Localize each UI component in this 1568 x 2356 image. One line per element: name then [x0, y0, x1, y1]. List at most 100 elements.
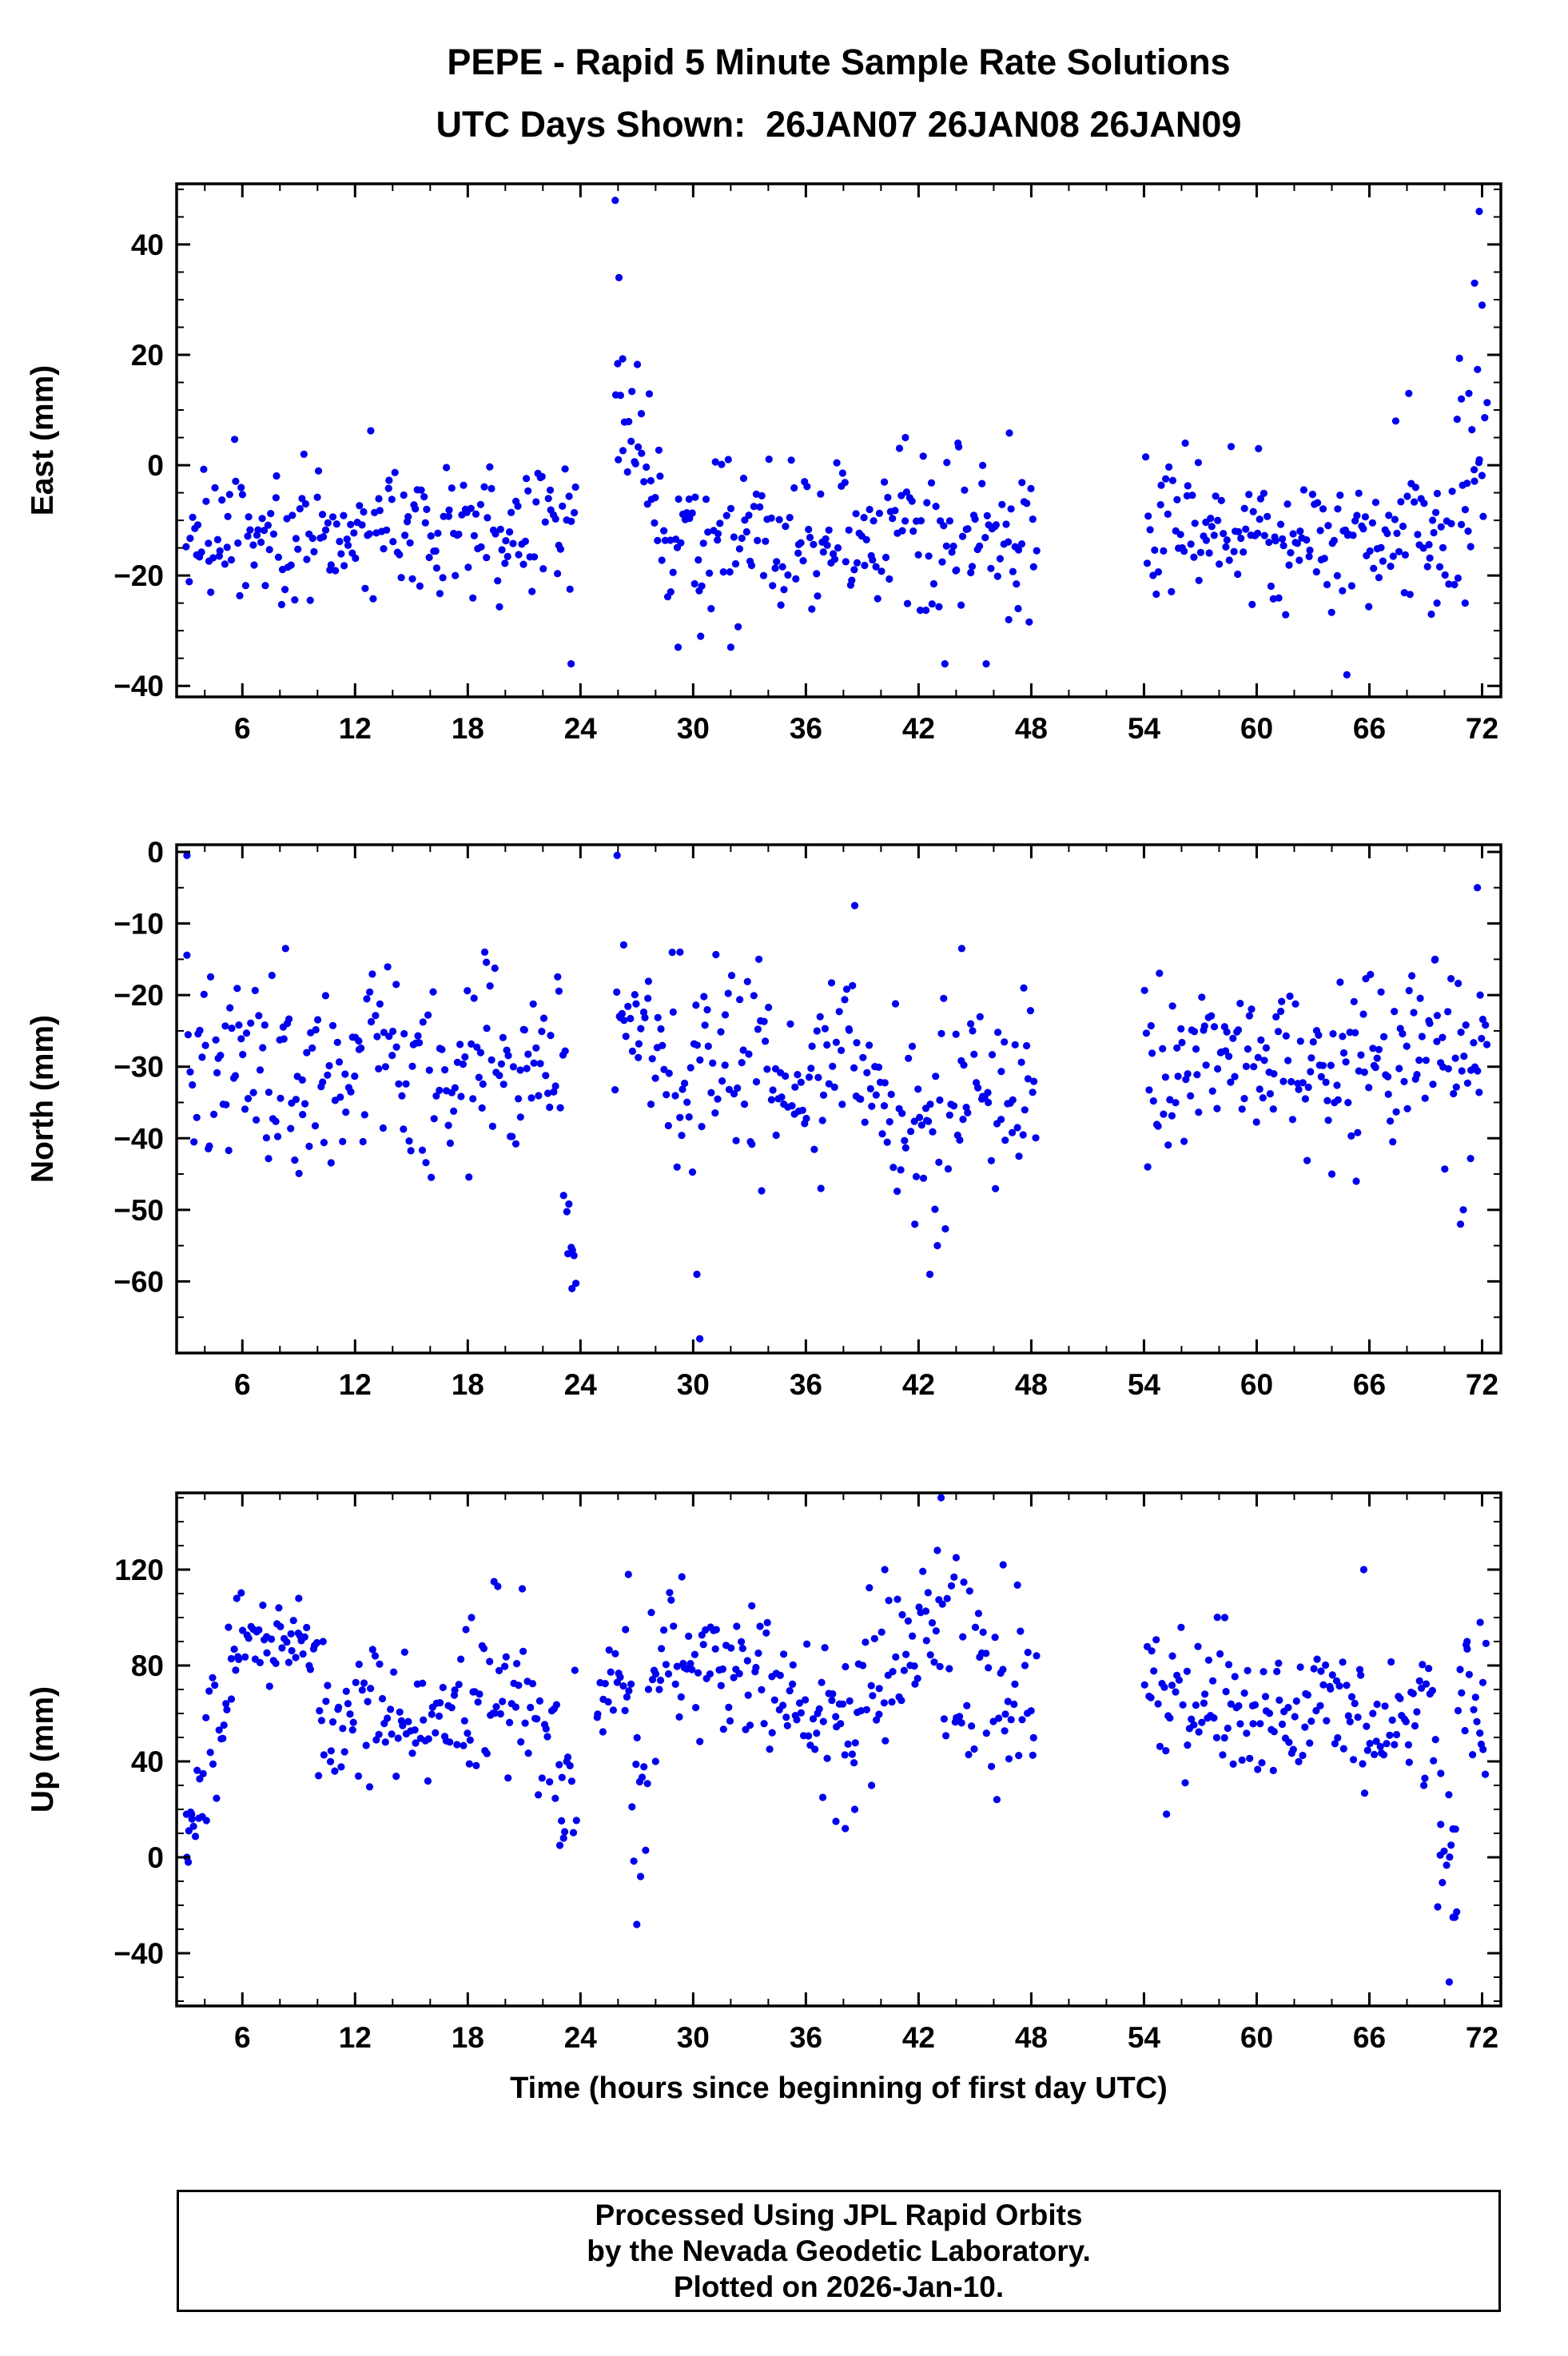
data-point-outlier — [1255, 444, 1263, 453]
data-point — [1236, 1720, 1244, 1728]
x-tick-label: 30 — [677, 712, 710, 745]
data-point — [388, 1730, 396, 1738]
data-point — [235, 1655, 243, 1663]
data-point — [396, 1708, 404, 1716]
data-point-outlier — [568, 1284, 576, 1292]
chart-title: PEPE - Rapid 5 Minute Sample Rate Soluti… — [447, 42, 1231, 82]
x-tick-label: 12 — [339, 712, 372, 745]
data-point — [924, 1589, 932, 1597]
data-point — [1462, 1021, 1470, 1029]
data-point — [711, 1109, 719, 1117]
data-point — [322, 1697, 330, 1705]
data-point — [1319, 1681, 1327, 1689]
data-point — [1385, 511, 1393, 519]
data-point — [1191, 519, 1199, 527]
data-point — [1249, 1720, 1257, 1728]
data-point — [1001, 1727, 1009, 1735]
data-point — [616, 392, 625, 400]
data-point — [375, 1065, 383, 1073]
data-point — [544, 495, 552, 503]
data-point — [514, 502, 522, 511]
data-point — [628, 388, 636, 396]
data-point-outlier — [941, 660, 949, 668]
data-point — [419, 1018, 427, 1026]
data-point — [901, 517, 909, 525]
data-point-outlier — [755, 955, 763, 963]
data-point — [599, 1728, 607, 1736]
data-point — [731, 559, 740, 568]
data-point — [381, 1063, 389, 1071]
data-point — [1454, 1706, 1463, 1715]
data-point — [1192, 1045, 1200, 1053]
data-point — [320, 1139, 328, 1147]
data-point — [1377, 543, 1385, 551]
footer-line-1: Processed Using JPL Rapid Orbits — [595, 2199, 1083, 2231]
data-point — [721, 1061, 729, 1069]
data-point — [702, 495, 710, 503]
y-tick-label: −60 — [113, 1265, 164, 1298]
data-point — [464, 1729, 472, 1737]
data-point — [898, 1109, 906, 1117]
data-point — [733, 1622, 741, 1630]
x-tick-label: 72 — [1466, 2021, 1498, 2054]
data-point — [546, 486, 555, 494]
data-point — [1483, 399, 1491, 407]
data-point — [519, 1647, 527, 1655]
y-tick-label: 20 — [131, 339, 164, 372]
data-point — [1312, 567, 1320, 576]
x-tick-label: 72 — [1466, 712, 1498, 745]
data-point — [901, 1144, 909, 1152]
data-point — [1306, 546, 1314, 555]
data-point — [225, 1623, 233, 1631]
data-point — [1154, 1700, 1162, 1708]
data-point — [495, 1666, 503, 1674]
data-point — [1304, 1083, 1312, 1092]
x-tick-label: 60 — [1240, 1368, 1273, 1401]
data-point — [1334, 505, 1342, 513]
data-point — [898, 527, 906, 535]
data-point — [1464, 527, 1472, 535]
data-point — [1172, 1099, 1180, 1107]
data-point — [477, 543, 485, 551]
data-point — [690, 579, 698, 588]
data-point — [656, 472, 664, 480]
data-point — [210, 1110, 218, 1118]
data-point — [1260, 1057, 1268, 1065]
data-point — [969, 1027, 977, 1035]
data-point-outlier — [480, 948, 489, 956]
data-point — [698, 582, 706, 590]
data-point — [1389, 552, 1397, 560]
data-point — [249, 541, 257, 549]
data-point — [952, 1030, 960, 1038]
data-point-outlier — [901, 433, 909, 442]
data-point — [1451, 1825, 1459, 1833]
data-point-outlier — [696, 1335, 704, 1343]
data-point — [1210, 1023, 1219, 1031]
data-point — [530, 1059, 538, 1067]
data-point — [506, 1718, 514, 1726]
data-point — [1323, 580, 1331, 589]
data-point — [1322, 1078, 1330, 1086]
data-point — [645, 390, 654, 398]
data-point — [777, 601, 785, 609]
data-point — [873, 1716, 881, 1724]
data-point — [1225, 556, 1233, 564]
data-point — [237, 1589, 245, 1597]
data-point — [1342, 1058, 1350, 1066]
data-point — [927, 479, 936, 487]
data-point — [823, 1754, 831, 1762]
data-point — [1219, 1751, 1227, 1759]
data-point — [822, 535, 830, 543]
data-point — [1024, 1075, 1032, 1083]
data-point — [1177, 1025, 1185, 1033]
plot-frame — [175, 1491, 1502, 2008]
data-point — [725, 1085, 734, 1093]
data-point — [985, 1664, 993, 1672]
data-point — [1254, 1765, 1262, 1773]
data-point — [1470, 1039, 1478, 1047]
data-point — [1439, 1033, 1447, 1041]
data-point — [957, 1719, 965, 1727]
data-point — [1164, 1141, 1172, 1149]
data-point — [1371, 1750, 1379, 1758]
